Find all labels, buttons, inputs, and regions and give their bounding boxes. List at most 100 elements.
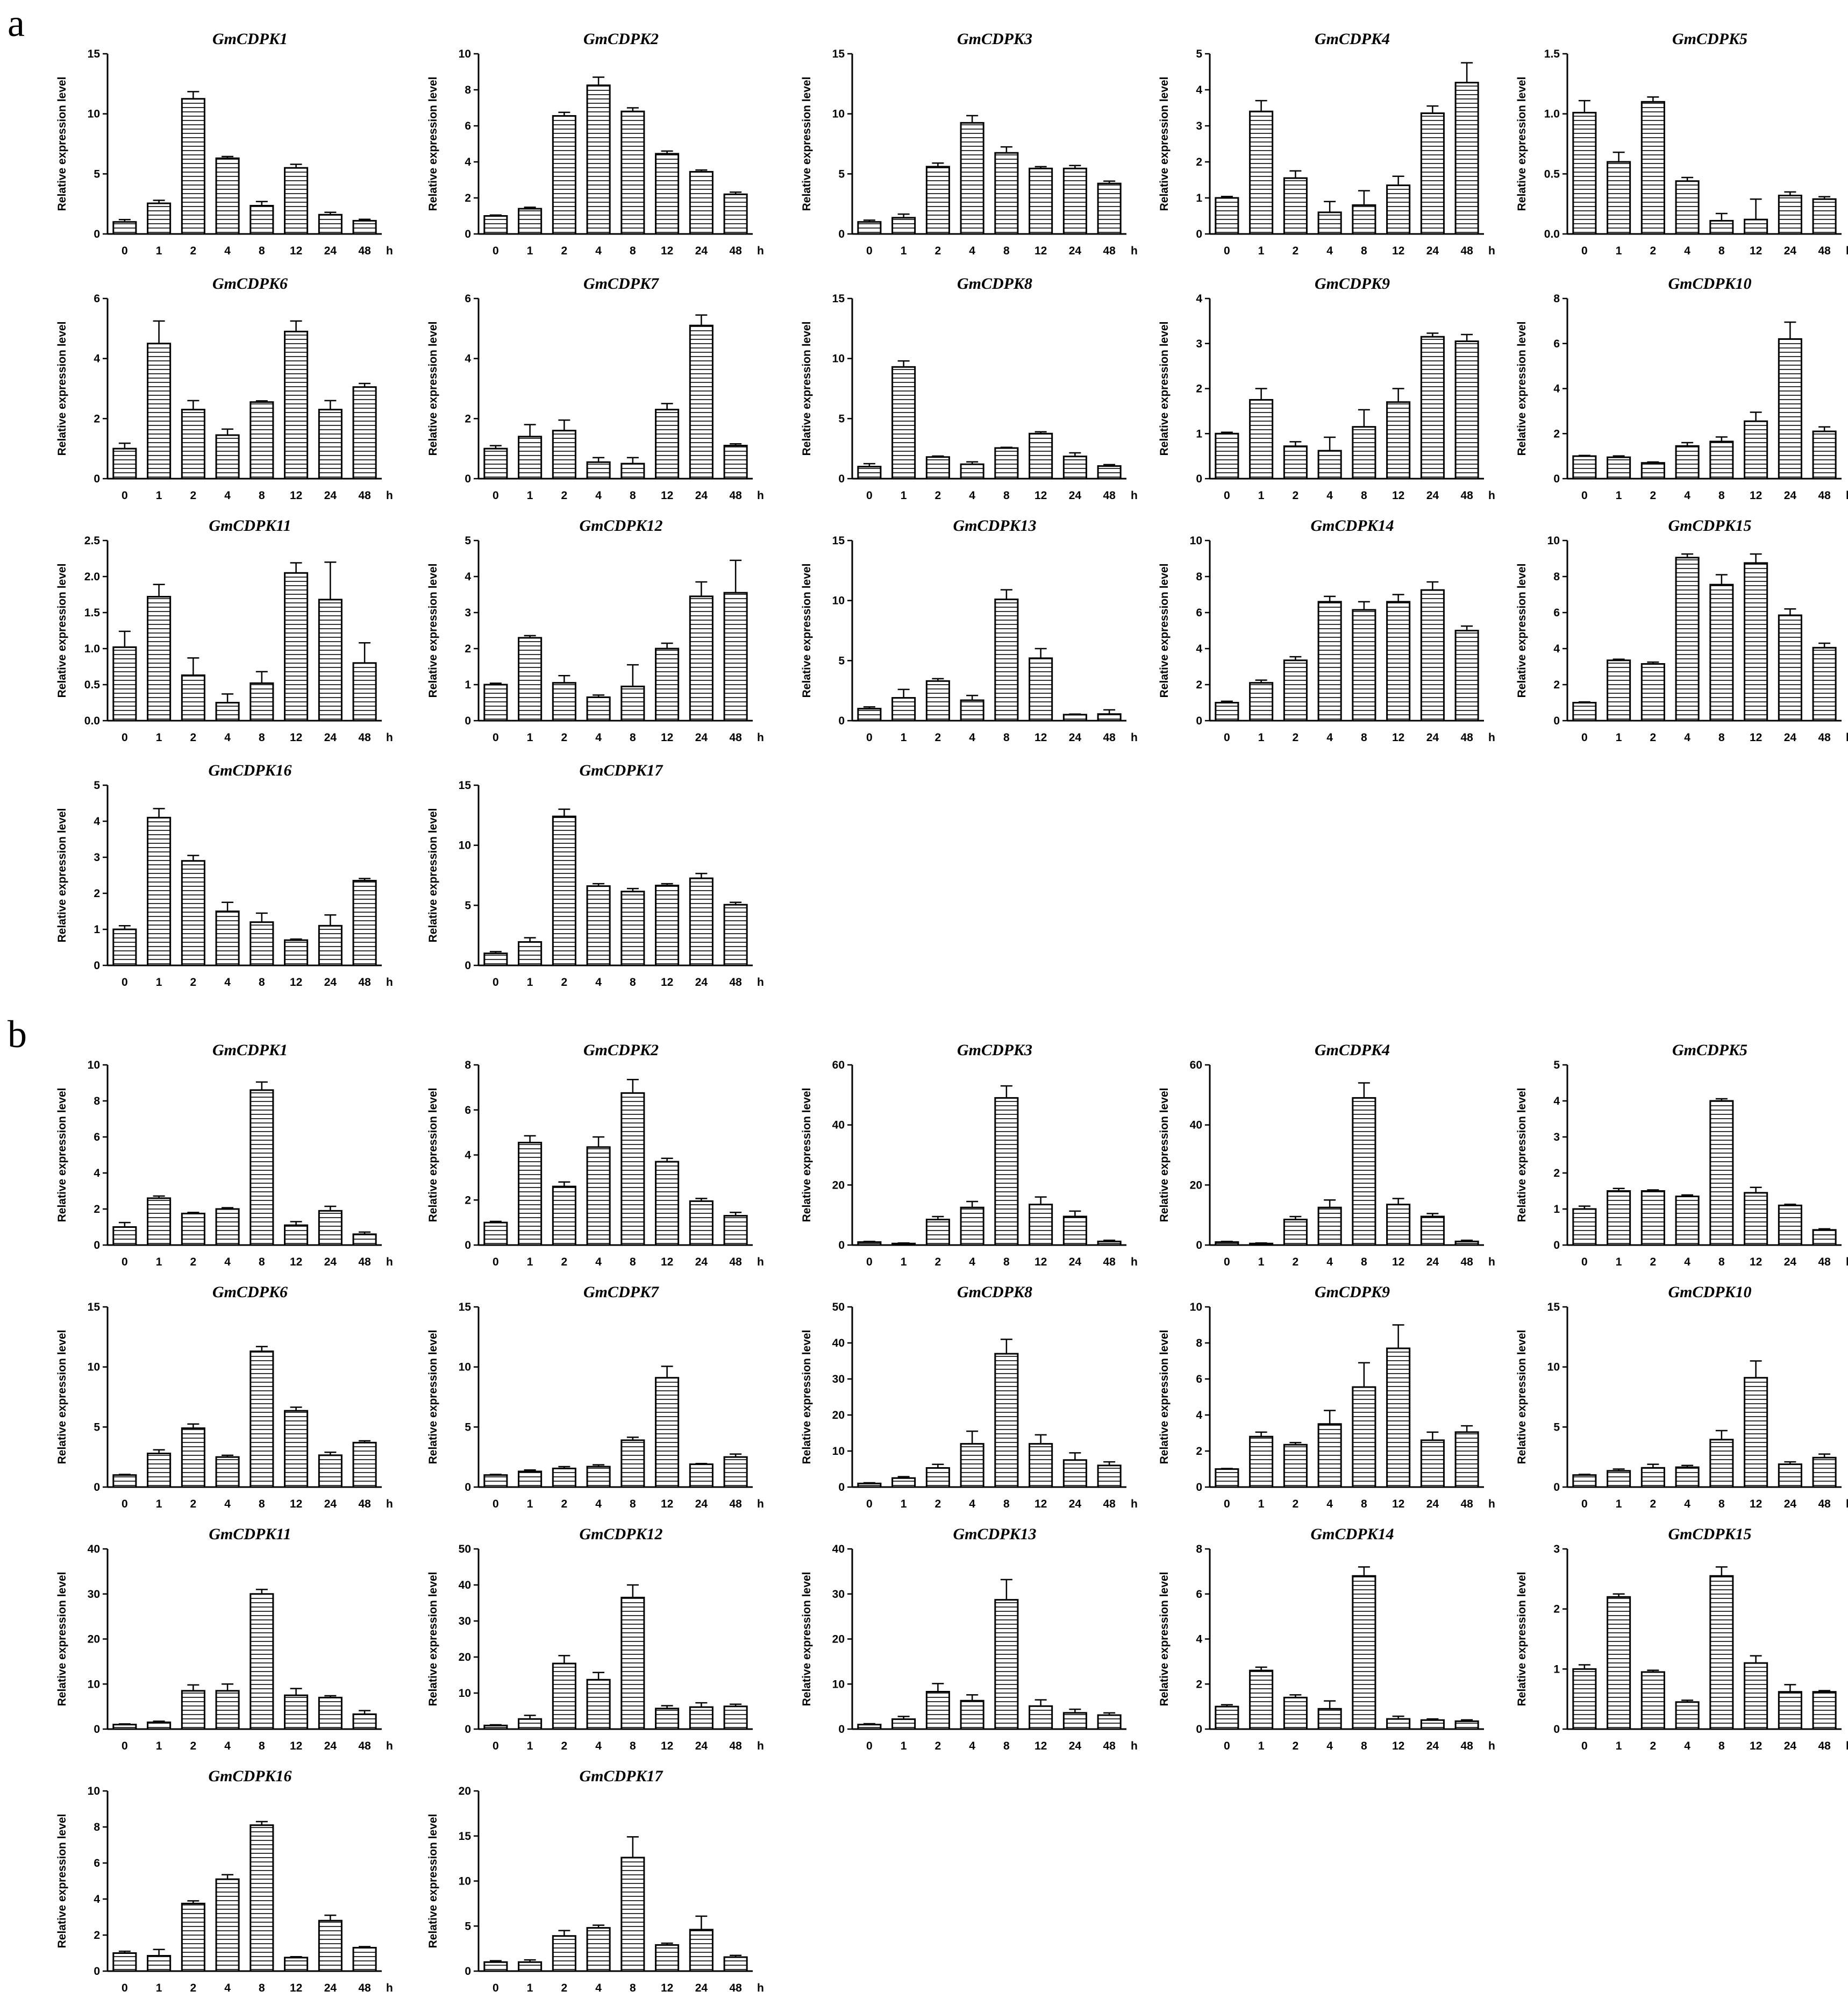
x-tick-label: 2: [1293, 1256, 1299, 1268]
x-tick-label: 8: [630, 489, 636, 502]
x-tick-label: 12: [661, 1256, 673, 1268]
y-tick-label: 8: [465, 84, 471, 96]
y-tick-label: 0: [94, 1481, 100, 1494]
y-tick-label: 0: [94, 959, 100, 972]
y-tick-label: 6: [1553, 338, 1560, 350]
y-tick-label: 4: [465, 571, 471, 583]
x-tick-label: 12: [1750, 1740, 1762, 1752]
x-unit-label: h: [1846, 1498, 1848, 1510]
x-tick-label: 24: [1069, 1740, 1082, 1752]
y-axis-label: Relative expression level: [427, 77, 439, 211]
y-tick-label: 6: [94, 1131, 100, 1143]
x-unit-label: h: [1488, 731, 1495, 744]
x-tick-label: 48: [729, 245, 742, 257]
x-unit-label: h: [386, 976, 393, 989]
x-tick-label: 12: [290, 1256, 302, 1268]
bar: [891, 1242, 916, 1246]
y-tick-label: 8: [94, 1821, 100, 1833]
bar: [1454, 82, 1479, 235]
bar: [215, 434, 240, 480]
bar: [1640, 1467, 1665, 1488]
x-tick-label: 12: [1750, 1256, 1762, 1268]
x-tick-label: 48: [1818, 1256, 1831, 1268]
x-tick-label: 8: [1361, 245, 1367, 257]
bar: [1249, 399, 1274, 480]
x-tick-label: 24: [695, 489, 708, 502]
bar: [620, 1857, 645, 1972]
x-tick-label: 1: [901, 1740, 907, 1752]
x-tick-label: 12: [1392, 1256, 1404, 1268]
bar: [1317, 211, 1342, 235]
bar: [723, 445, 748, 480]
x-tick-label: 4: [595, 1740, 602, 1752]
bar: [689, 595, 713, 722]
x-tick-label: 48: [358, 1740, 371, 1752]
bar: [1640, 462, 1665, 480]
x-tick-label: 4: [224, 1740, 231, 1752]
chart-title: GmCDPK17: [579, 1767, 663, 1785]
y-tick-label: 8: [1553, 293, 1560, 305]
bar: [1062, 167, 1087, 235]
y-tick-label: 0: [1196, 228, 1202, 240]
y-tick-label: 2: [1553, 428, 1560, 440]
bar: [655, 1377, 680, 1488]
bar: [857, 708, 882, 722]
x-tick-label: 8: [630, 976, 636, 989]
y-tick-label: 0: [1553, 1723, 1560, 1736]
bar: [1640, 101, 1665, 235]
y-tick-label: 5: [465, 899, 471, 912]
bar: [1640, 1190, 1665, 1246]
y-tick-label: 40: [832, 1337, 845, 1349]
bar: [147, 202, 172, 235]
y-tick-label: 6: [94, 1857, 100, 1869]
y-tick-label: 0: [94, 1965, 100, 1978]
bar: [960, 1700, 984, 1730]
bar: [1675, 1701, 1700, 1730]
x-tick-label: 4: [969, 1498, 975, 1510]
bar: [147, 1197, 172, 1246]
x-tick-label: 24: [1069, 245, 1082, 257]
y-axis-label: Relative expression level: [56, 564, 68, 698]
x-tick-label: 8: [259, 245, 265, 257]
y-tick-label: 4: [94, 1893, 100, 1905]
x-tick-label: 48: [358, 976, 371, 989]
x-unit-label: h: [757, 489, 764, 502]
y-tick-label: 30: [88, 1588, 100, 1601]
y-axis-label: Relative expression level: [1516, 77, 1528, 211]
y-tick-label: 1: [1553, 1663, 1560, 1675]
x-tick-label: 12: [290, 489, 302, 502]
x-tick-label: 4: [1326, 1740, 1333, 1752]
y-tick-label: 2: [1553, 679, 1560, 691]
chart-b-gmcdpk6: GmCDPK6 Relative expression level 0 5 10 15 0 1…: [56, 1283, 393, 1510]
x-tick-label: 2: [190, 976, 197, 989]
bar: [483, 952, 508, 966]
bar: [1386, 1718, 1411, 1730]
x-tick-label: 1: [1616, 1740, 1622, 1752]
y-tick-label: 0: [465, 228, 471, 240]
x-tick-label: 8: [1361, 1740, 1367, 1752]
y-axis-label: Relative expression level: [427, 808, 439, 943]
x-tick-label: 48: [358, 1498, 371, 1510]
bar: [1607, 1470, 1631, 1488]
bar: [1215, 1241, 1239, 1246]
bar: [960, 1443, 984, 1488]
x-tick-label: 8: [1718, 731, 1725, 744]
bar: [352, 386, 377, 480]
y-tick-label: 1: [465, 679, 471, 691]
bar: [1029, 1705, 1053, 1730]
bar: [1607, 659, 1631, 722]
bar: [1097, 1240, 1122, 1246]
x-unit-label: h: [757, 1740, 764, 1752]
x-tick-label: 24: [1784, 1256, 1797, 1268]
bar: [552, 1935, 576, 1972]
bar: [1097, 465, 1122, 480]
x-tick-label: 12: [661, 1740, 673, 1752]
x-tick-label: 12: [1034, 731, 1047, 744]
chart-a-gmcdpk13: GmCDPK13 Relative expression level 0 5 10 15 0…: [801, 517, 1138, 744]
y-tick-label: 4: [465, 353, 471, 365]
chart-title: GmCDPK4: [1315, 30, 1390, 48]
x-tick-label: 12: [661, 1982, 673, 1994]
x-tick-label: 12: [1392, 245, 1404, 257]
y-tick-label: 15: [1547, 1301, 1560, 1313]
bar: [1812, 198, 1837, 235]
